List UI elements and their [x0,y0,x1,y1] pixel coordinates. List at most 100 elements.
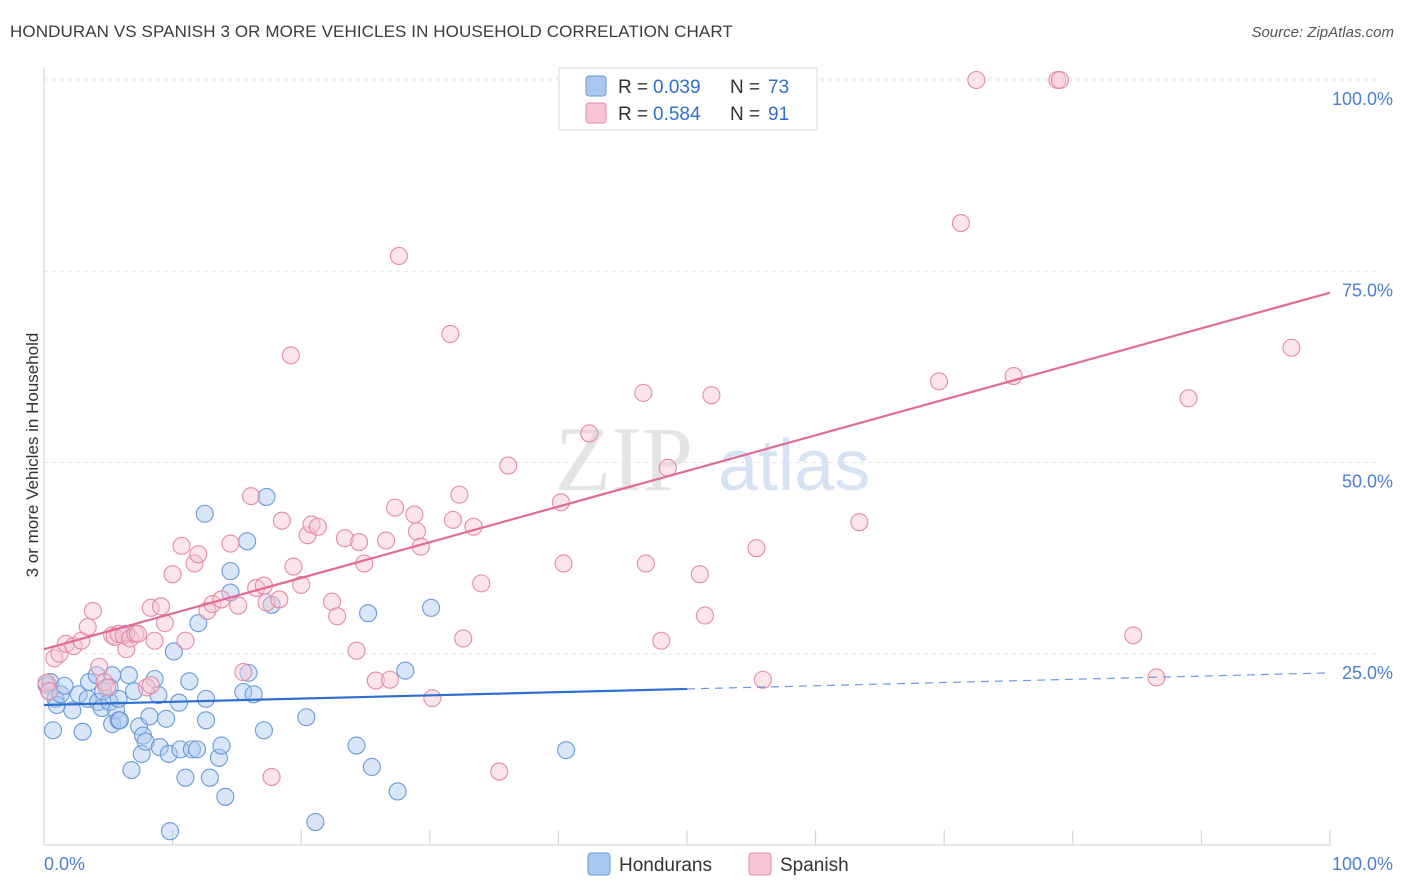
spanish-point-9 [90,657,109,676]
legend-r-label-spanish: R = [618,104,648,125]
axes [43,68,1331,846]
spanish-point-21 [141,676,160,695]
hondurans-point-69 [388,782,407,801]
hondurans-point-26 [119,666,138,685]
watermark: ZIP atlas [555,408,870,510]
spanish-point-56 [366,671,385,690]
spanish-point-82 [702,386,721,405]
gridlines [44,77,1380,655]
hondurans-point-50 [196,689,216,708]
spanish-point-75 [580,424,599,443]
spanish-point-77 [636,554,655,573]
hondurans-point-24 [110,711,129,730]
hondurans-trend-line [43,687,688,707]
spanish-point-54 [350,533,369,552]
spanish-point-24 [151,597,171,616]
hondurans-point-12 [79,673,99,692]
legend-r-label-hondurans: R = [618,77,648,98]
hondurans-point-59 [238,532,257,551]
y-tick-label-2: 75.0% [1342,280,1393,300]
y-tick-label-1: 50.0% [1342,472,1393,492]
legend-swatch-hondurans [585,75,607,97]
spanish-point-51 [328,607,347,626]
spanish-point-61 [405,505,424,524]
hondurans-point-66 [347,736,366,755]
top-legend: R = 0.039 N = 73 R = 0.584 N = 91 [558,67,818,131]
bottom-legend-swatch-hondurans [587,852,611,876]
y-tick-labels: 25.0% 50.0% 75.0% 100.0% [1332,89,1393,683]
spanish-point-19 [128,624,147,643]
bottom-legend-label-spanish: Spanish [780,855,849,876]
spanish-point-42 [270,590,289,609]
legend-n-label-spanish: N = [730,104,760,125]
spanish-point-27 [172,536,191,555]
hondurans-point-53 [212,736,231,755]
hondurans-point-46 [187,740,207,759]
hondurans-point-38 [159,744,178,764]
spanish-point-76 [634,383,653,402]
spanish-point-1 [40,682,59,701]
hondurans-point-49 [196,711,216,730]
bottom-legend: Hondurans Spanish [587,852,849,876]
spanish-point-57 [377,531,396,550]
spanish-point-26 [163,565,182,584]
spanish-point-62 [407,522,426,541]
hondurans-point-58 [239,663,258,682]
spanish-point-59 [386,498,405,517]
hondurans-point-45 [182,740,201,759]
hondurans-point-51 [200,768,219,787]
legend-r-value-spanish: 0.584 [653,104,701,125]
spanish-point-80 [690,565,709,584]
hondurans-point-36 [150,738,169,757]
spanish-point-94 [1179,389,1198,408]
x-tick-label-0: 0.0% [44,854,85,874]
spanish-point-30 [189,545,208,564]
spanish-point-81 [695,606,715,625]
hondurans-point-61 [254,721,273,740]
hondurans-point-39 [160,822,180,841]
spanish-point-28 [176,631,195,650]
spanish-point-29 [185,554,204,573]
hondurans-point-3 [43,721,63,740]
spanish-point-11 [97,678,117,697]
spanish-point-8 [83,601,102,620]
spanish-points [37,70,1301,786]
spanish-point-46 [292,575,311,594]
spanish-point-74 [554,554,573,573]
hondurans-point-70 [396,661,415,680]
hondurans-trend-extension [686,672,1331,690]
spanish-point-58 [380,670,399,689]
spanish-point-86 [930,372,949,391]
spanish-point-65 [441,324,460,344]
spanish-point-85 [850,513,869,532]
hondurans-point-40 [164,642,183,661]
spanish-point-71 [490,762,509,781]
hondurans-point-6 [51,685,70,704]
spanish-point-68 [454,629,473,648]
spanish-point-53 [347,641,366,660]
hondurans-point-71 [422,598,441,617]
hondurans-point-44 [180,672,199,691]
spanish-point-72 [499,456,518,475]
hondurans-point-43 [176,768,195,787]
hondurans-point-67 [359,604,378,623]
watermark-atlas: atlas [718,426,870,506]
spanish-point-92 [1124,626,1143,645]
y-axis-label: 3 or more Vehicles in Household [23,333,42,578]
hondurans-point-47 [189,614,208,633]
spanish-point-50 [323,592,342,611]
spanish-point-7 [78,617,97,637]
spanish-point-34 [221,534,240,553]
y-tick-label-3: 100.0% [1332,89,1393,109]
spanish-point-88 [967,70,986,90]
bottom-legend-label-hondurans: Hondurans [619,855,712,876]
spanish-point-60 [389,246,408,265]
hondurans-point-65 [306,812,325,832]
chart-title: HONDURAN VS SPANISH 3 OR MORE VEHICLES I… [10,22,733,41]
hondurans-point-27 [122,760,141,780]
hondurans-point-64 [297,708,316,727]
legend-n-value-spanish: 91 [768,104,789,125]
hondurans-point-37 [157,709,176,728]
spanish-point-45 [284,557,303,576]
hondurans-point-54 [216,787,235,806]
